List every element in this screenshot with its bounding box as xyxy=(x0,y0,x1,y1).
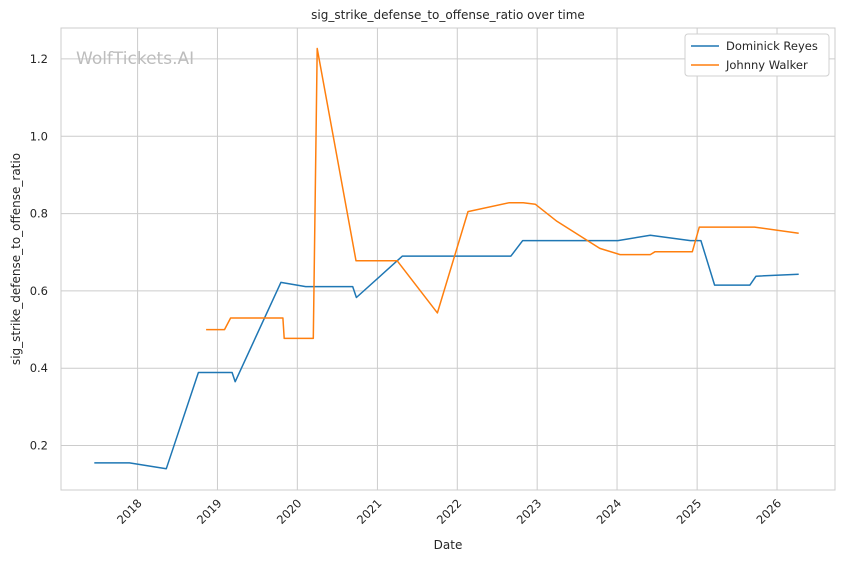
legend: Dominick Reyes Johnny Walker xyxy=(684,33,830,77)
plot-background xyxy=(61,28,835,490)
x-tick-label: 2023 xyxy=(514,496,545,527)
plot-frame xyxy=(60,27,836,491)
x-tick-labels: 2018 2019 2020 2021 2022 2023 2024 2025 2026 xyxy=(114,496,784,527)
series-line-dominick-reyes xyxy=(94,234,799,470)
y-tick-labels: 0.2 0.4 0.6 0.8 1.0 1.2 xyxy=(30,52,48,453)
x-tick-label: 2022 xyxy=(434,496,465,527)
watermark: WolfTickets.AI xyxy=(76,49,194,69)
y-tick-label: 0.4 xyxy=(30,361,48,375)
x-tick-label: 2025 xyxy=(674,496,705,527)
series-line-johnny-walker xyxy=(206,47,799,340)
x-tick-label: 2024 xyxy=(594,496,625,527)
chart-title: sig_strike_defense_to_offense_ratio over… xyxy=(311,8,585,22)
y-tick-label: 0.2 xyxy=(30,439,48,453)
series-layer xyxy=(94,47,799,470)
grid xyxy=(61,28,835,490)
x-tick-label: 2026 xyxy=(754,496,785,527)
legend-label-dominick-reyes: Dominick Reyes xyxy=(726,39,818,53)
legend-label-johnny-walker: Johnny Walker xyxy=(725,58,808,72)
x-tick-label: 2018 xyxy=(114,496,145,527)
x-tick-label: 2020 xyxy=(274,496,305,527)
x-tick-label: 2021 xyxy=(354,496,385,527)
y-tick-label: 0.6 xyxy=(30,284,48,298)
x-axis-label: Date xyxy=(434,538,463,552)
y-tick-label: 1.2 xyxy=(30,52,48,66)
y-axis-label: sig_strike_defense_to_offense_ratio xyxy=(9,153,23,365)
y-tick-label: 0.8 xyxy=(30,207,48,221)
legend-box xyxy=(684,33,830,77)
y-tick-label: 1.0 xyxy=(30,129,48,143)
x-tick-label: 2019 xyxy=(194,496,225,527)
